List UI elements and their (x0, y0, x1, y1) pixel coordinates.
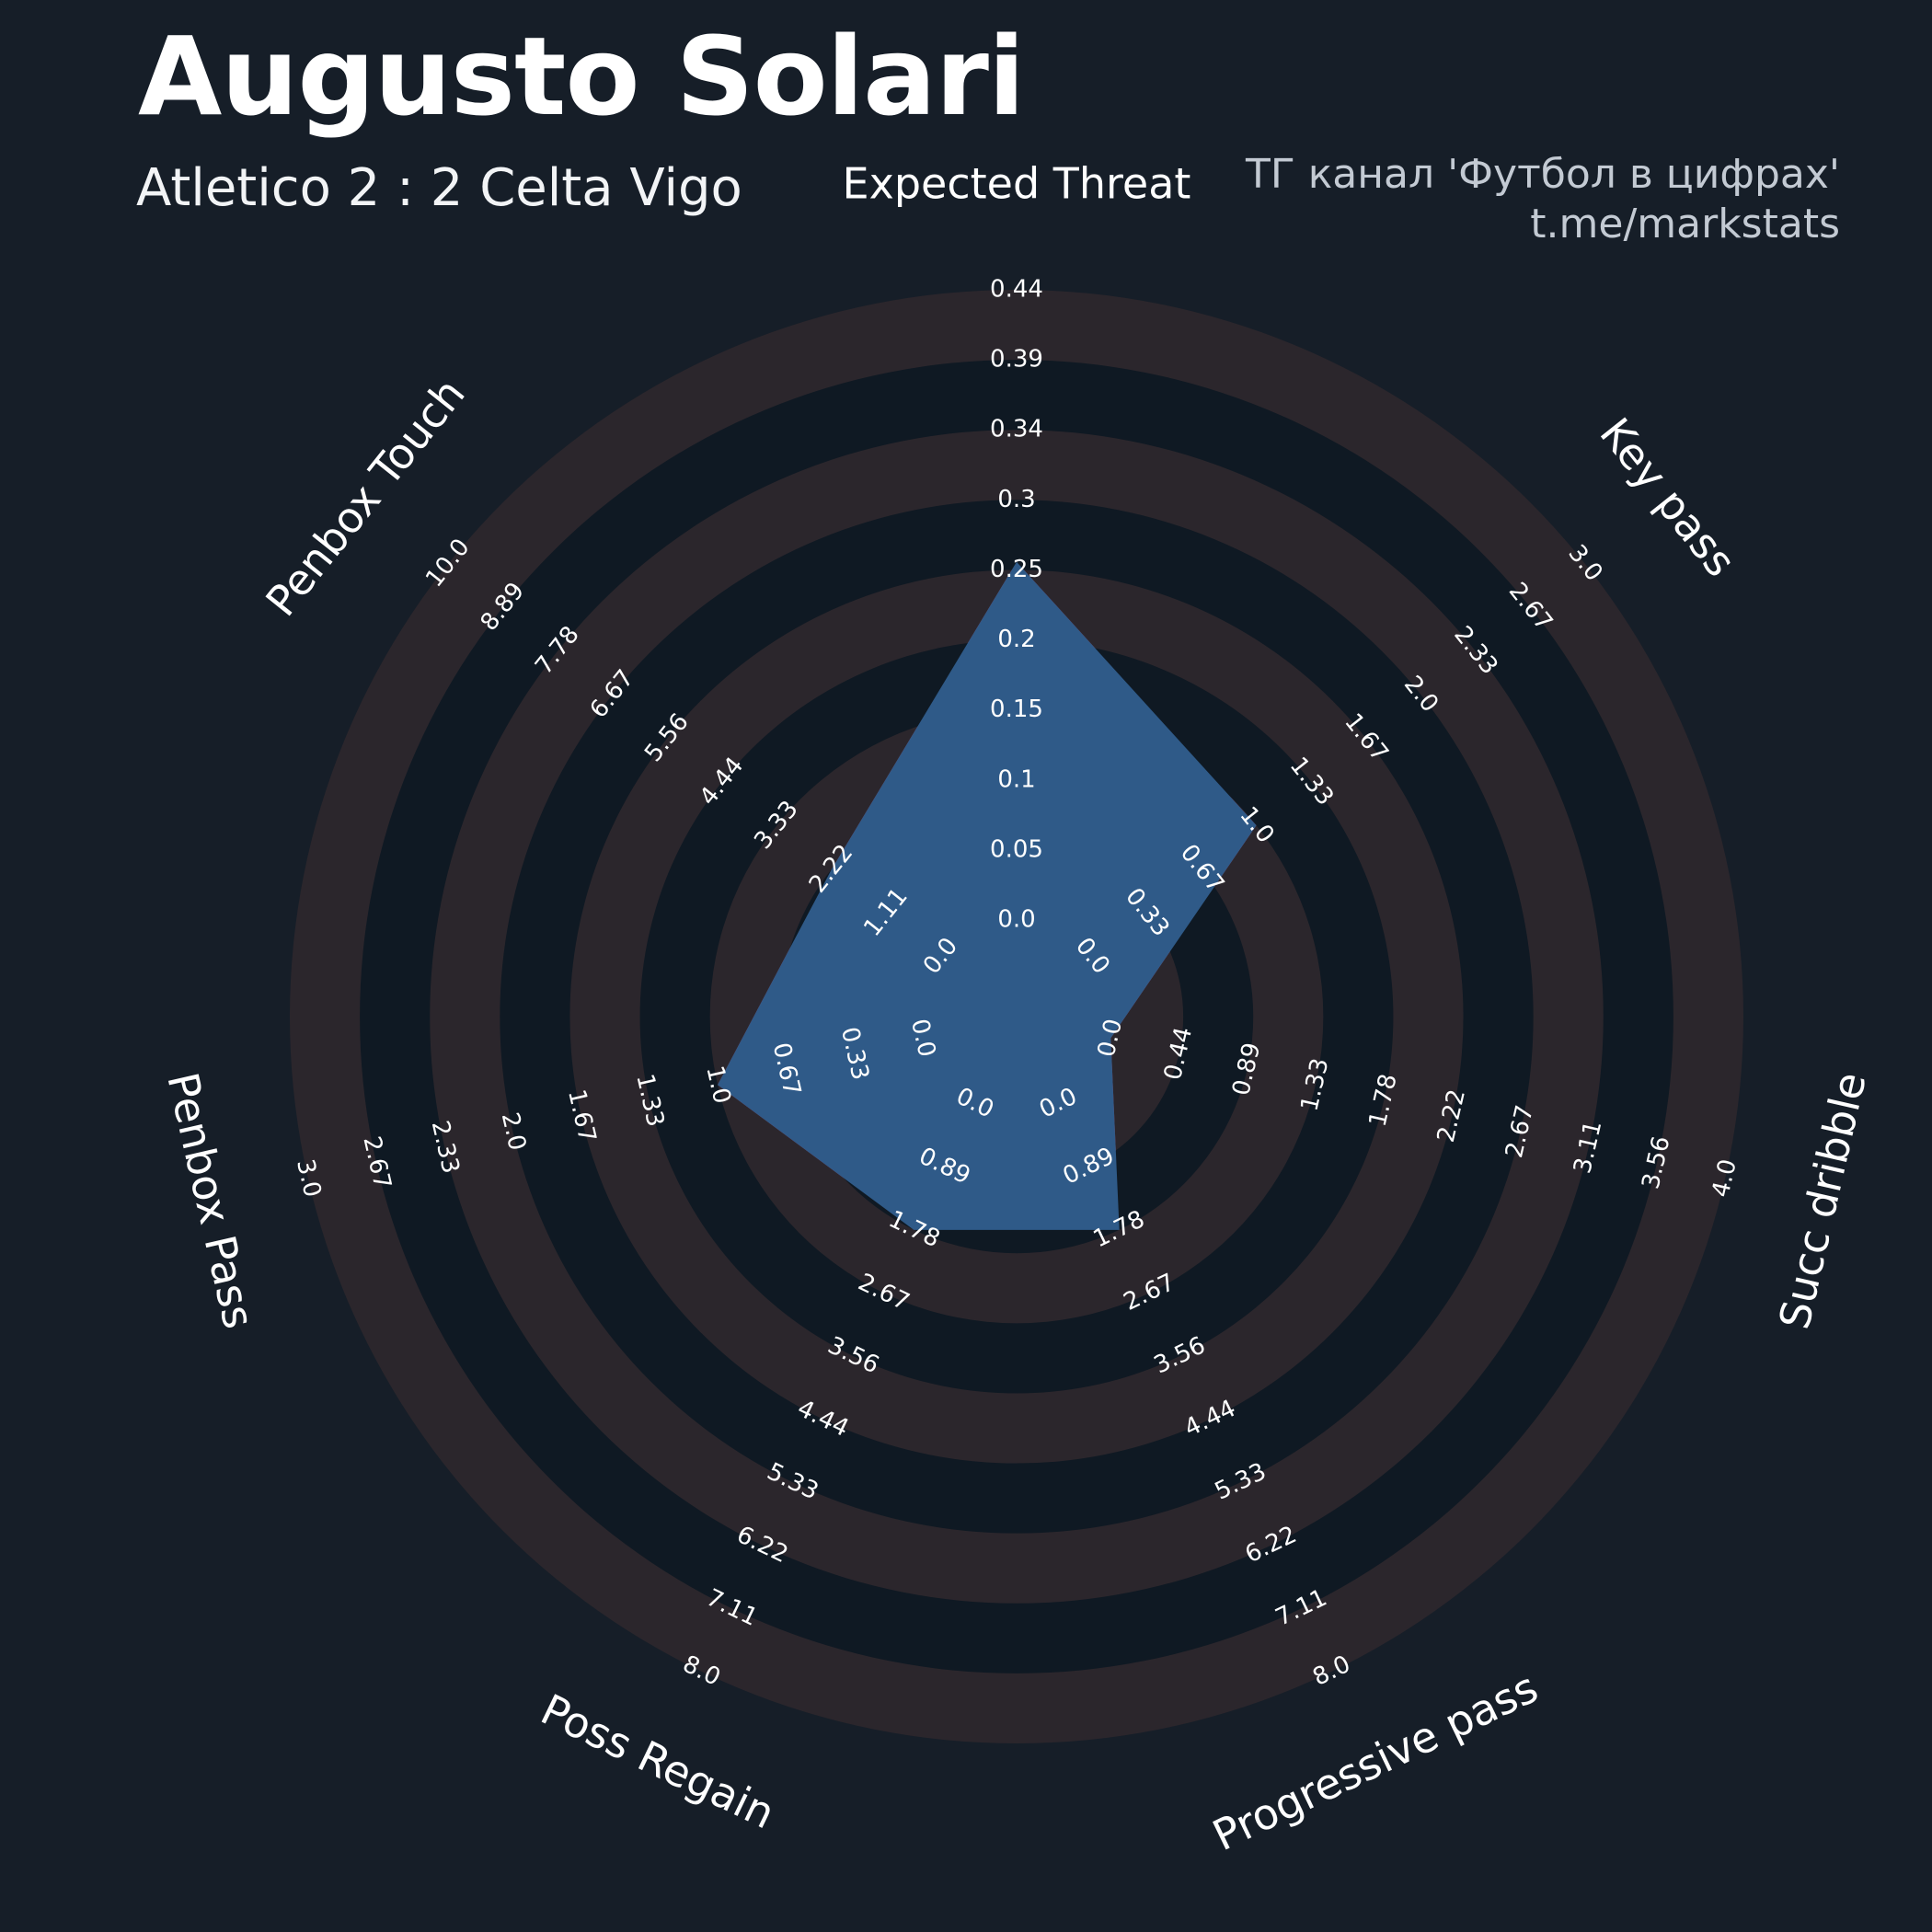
series-blue-polygon (718, 561, 1257, 1230)
page-header: Augusto Solari Atletico 2 : 2 Celta Vigo… (0, 0, 1932, 276)
radar-axis-label: Penbox Pass (157, 1068, 264, 1333)
radar-tick-label: 0.05 (990, 835, 1043, 863)
radar-tick-label: 0.0 (997, 906, 1035, 934)
credit-channel: ТГ канал 'Футбол в цифрах' (1246, 151, 1840, 198)
radar-tick-label: 0.39 (990, 346, 1043, 374)
radar-axis-label: Succ dribble (1769, 1068, 1876, 1334)
credit-block: ТГ канал 'Футбол в цифрах' t.me/markstat… (1246, 150, 1840, 248)
credit-link: t.me/markstats (1530, 200, 1840, 247)
radar-axis-label: Key pass (1590, 408, 1745, 586)
radar-tick-label: 0.15 (990, 696, 1043, 723)
radar-tick-label: 0.34 (990, 416, 1043, 443)
radar-tick-label: 0.44 (990, 276, 1043, 304)
page-title: Augusto Solari (138, 13, 1025, 140)
radar-axis-label: Poss Regain (534, 1685, 783, 1839)
radar-tick-label: 0.2 (997, 626, 1035, 653)
radar-series-blue (718, 561, 1257, 1230)
radar-tick-label: 0.1 (997, 765, 1035, 793)
radar-tick-label: 0.3 (997, 486, 1035, 513)
radar-axis-label: Expected Threat (843, 159, 1191, 209)
match-subtitle: Atletico 2 : 2 Celta Vigo (136, 158, 742, 218)
radar-tick-label: 0.25 (990, 556, 1043, 583)
